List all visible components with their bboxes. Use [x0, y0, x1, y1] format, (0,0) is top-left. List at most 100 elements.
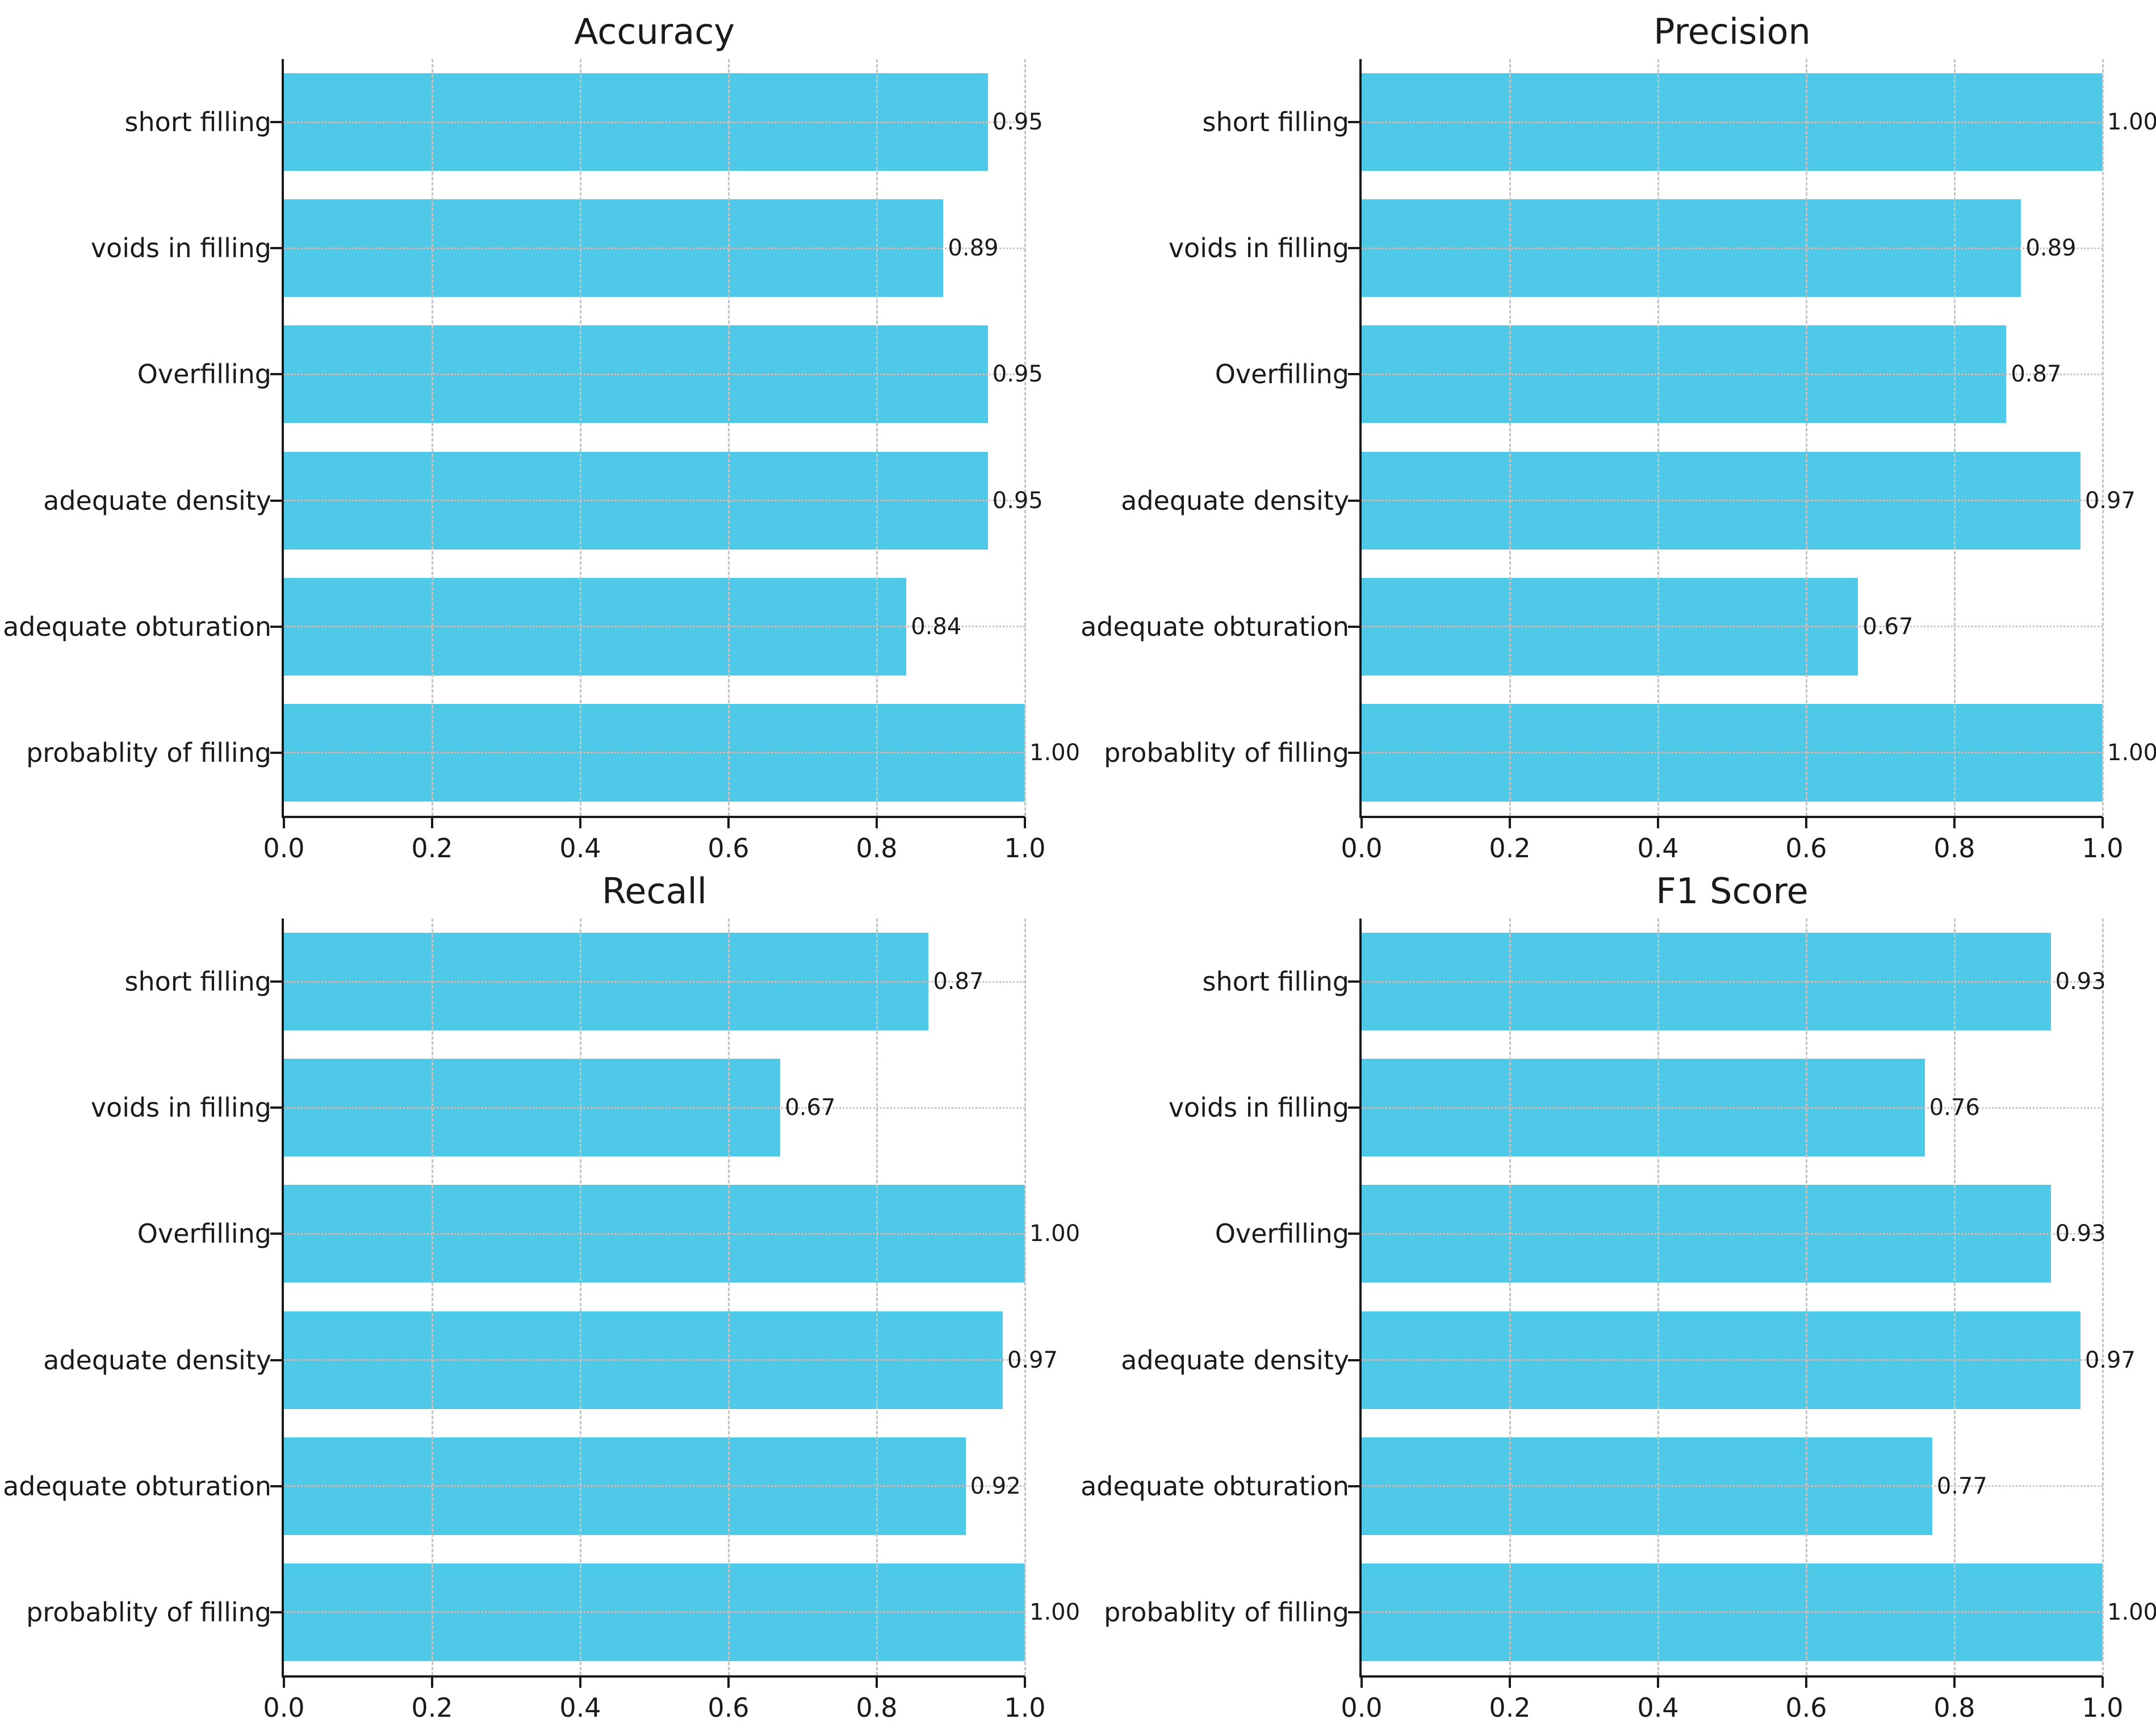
category-label: adequate density	[43, 1344, 271, 1376]
vertical-gridline	[1024, 59, 1026, 816]
horizontal-gridline	[284, 1232, 1025, 1235]
y-tick-mark	[270, 247, 282, 250]
horizontal-gridline	[1362, 752, 2103, 754]
x-tick-label: 1.0	[1004, 833, 1046, 863]
x-tick-mark	[1024, 817, 1026, 828]
category-label: adequate density	[1121, 1344, 1349, 1376]
x-tick-mark	[1360, 817, 1363, 828]
y-axis-spine	[282, 59, 284, 818]
x-tick-label: 0.8	[1933, 833, 1975, 863]
horizontal-gridline	[1362, 1232, 2103, 1235]
x-tick-label: 0.6	[1785, 833, 1827, 863]
plot-wrap: short filling voids in filling Overfilling…	[1078, 919, 2156, 1688]
y-tick-mark	[270, 1611, 282, 1613]
plot-wrap: short filling voids in filling Overfilling…	[0, 919, 1081, 1688]
vertical-gridline	[579, 59, 581, 816]
horizontal-gridline	[1362, 1359, 2103, 1361]
x-tick-mark	[1509, 1676, 1511, 1688]
horizontal-gridline	[1362, 980, 2103, 983]
bar-value-label: 0.67	[785, 1095, 836, 1121]
category-label: probablity of filling	[1104, 737, 1349, 768]
x-tick-mark	[727, 817, 730, 828]
vertical-gridline	[2101, 919, 2104, 1675]
y-axis-spine	[1359, 59, 1362, 818]
chart-title: Precision	[1653, 11, 1811, 52]
bar-value-label: 1.00	[1029, 1599, 1081, 1625]
vertical-gridline	[1953, 59, 1956, 816]
x-tick-label: 0.8	[856, 833, 898, 863]
x-tick-mark	[1657, 1676, 1659, 1688]
x-tick-label: 0.4	[1637, 1692, 1679, 1723]
plot-wrap: short filling voids in filling Overfilling…	[1078, 59, 2156, 828]
plot-area: 0.95 0.89 0.95 0.95 0.84 1.00	[270, 59, 1080, 828]
x-tick-label: 0.8	[1933, 1692, 1975, 1723]
bar-value-label: 1.00	[2107, 1599, 2156, 1625]
x-tick-mark	[431, 817, 433, 828]
x-tick-mark	[283, 817, 285, 828]
vertical-gridline	[876, 59, 878, 816]
vertical-gridline	[1657, 59, 1659, 816]
x-tick-label: 0.2	[1489, 833, 1531, 863]
category-label: adequate obturation	[3, 611, 271, 642]
chart-title: Accuracy	[573, 11, 735, 52]
x-axis-labels: 0.0 0.2 0.4 0.6 0.8 1.0	[1341, 816, 2123, 863]
x-axis-spine	[282, 816, 1025, 818]
category-label: adequate density	[1121, 485, 1349, 516]
x-tick-label: 1.0	[2082, 1692, 2124, 1723]
x-tick-mark	[2101, 817, 2104, 828]
x-tick-label: 0.6	[1785, 1692, 1827, 1723]
x-tick-label: 0.2	[1489, 1692, 1531, 1723]
plot-wrap: short filling voids in filling Overfilling…	[0, 59, 1080, 828]
y-tick-mark	[1348, 499, 1359, 502]
bar-value-label: 0.76	[1929, 1095, 1980, 1121]
y-tick-mark	[1348, 1611, 1359, 1613]
y-tick-mark	[270, 751, 282, 754]
horizontal-gridline	[284, 752, 1025, 754]
horizontal-gridline	[284, 373, 1025, 375]
horizontal-gridline	[1362, 1611, 2103, 1613]
x-tick-mark	[1953, 1676, 1956, 1688]
horizontal-gridline	[284, 980, 1025, 983]
y-axis-labels: short filling voids in filling Overfilling…	[0, 919, 271, 1675]
plot-area: 0.93 0.76 0.93 0.97 0.77 1.00	[1348, 919, 2156, 1688]
category-label: Overfilling	[1215, 359, 1349, 390]
category-label: short filling	[1202, 107, 1349, 138]
x-tick-mark	[727, 1676, 730, 1688]
category-label: probablity of filling	[26, 737, 271, 768]
bar-value-label: 1.00	[2107, 109, 2156, 136]
chart-precision: Precision short filling voids in filling O…	[1078, 0, 2156, 863]
y-tick-mark	[1348, 980, 1359, 983]
y-tick-mark	[1348, 1485, 1359, 1487]
category-label: probablity of filling	[26, 1596, 271, 1628]
vertical-gridline	[431, 59, 433, 816]
x-tick-mark	[876, 1676, 878, 1688]
vertical-gridline	[579, 919, 581, 1675]
chart-recall: Recall short filling voids in filling Over…	[0, 860, 1081, 1723]
y-tick-mark	[1348, 1232, 1359, 1235]
horizontal-gridline	[1362, 626, 2103, 628]
y-tick-mark	[1348, 625, 1359, 628]
category-label: Overfilling	[137, 359, 271, 390]
category-label: short filling	[124, 107, 271, 138]
x-tick-label: 0.0	[263, 833, 305, 863]
bar-value-label: 0.89	[2025, 235, 2077, 262]
bar-value-label: 0.97	[2084, 487, 2136, 514]
vertical-gridline	[1805, 919, 1807, 1675]
y-tick-mark	[270, 373, 282, 376]
y-tick-mark	[1348, 1359, 1359, 1361]
x-tick-mark	[1360, 1676, 1363, 1688]
bar-value-label: 0.84	[911, 613, 962, 640]
x-tick-mark	[1024, 1676, 1026, 1688]
vertical-gridline	[1657, 919, 1659, 1675]
horizontal-gridline	[1362, 500, 2103, 502]
horizontal-gridline	[284, 1485, 1025, 1487]
horizontal-gridline	[284, 1359, 1025, 1361]
x-tick-label: 0.6	[707, 833, 750, 863]
x-tick-label: 0.2	[411, 833, 453, 863]
x-axis-spine	[1359, 1675, 2103, 1678]
horizontal-gridline	[284, 247, 1025, 249]
x-tick-label: 0.0	[1341, 1692, 1383, 1723]
bar-value-label: 0.93	[2055, 969, 2106, 995]
x-axis-spine	[1359, 816, 2103, 818]
